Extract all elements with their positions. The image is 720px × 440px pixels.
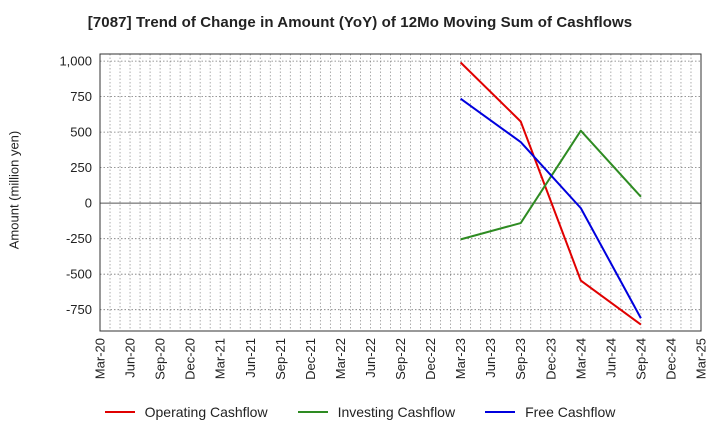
x-tick-label: Sep-22 [393, 338, 408, 380]
legend-swatch [104, 411, 135, 413]
x-tick-label: Dec-20 [183, 338, 198, 380]
series-line-free-cashflow [460, 97, 642, 319]
legend: Operating Cashflow Investing Cashflow Free… [0, 404, 720, 420]
x-tick-label: Dec-22 [423, 338, 438, 380]
chart-title: [7087] Trend of Change in Amount (YoY) o… [87, 14, 633, 31]
legend-label: Operating Cashflow [144, 404, 268, 420]
x-tick-label: Dec-21 [303, 338, 318, 380]
legend-swatch [485, 411, 516, 413]
y-tick-label: 250 [70, 160, 92, 175]
y-tick-label: -250 [66, 231, 92, 246]
legend-item: Investing Cashflow [297, 404, 456, 420]
x-tick-label: Mar-21 [213, 338, 228, 379]
x-tick-label: Sep-20 [153, 338, 168, 380]
legend-label: Investing Cashflow [337, 404, 456, 420]
x-tick-label: Jun-22 [363, 338, 378, 378]
y-tick-label: -500 [66, 267, 92, 282]
y-tick-label: 1,000 [59, 54, 92, 69]
series-line-investing-cashflow [460, 129, 642, 241]
x-tick-label: Jun-20 [123, 338, 138, 378]
y-tick-label: -750 [66, 302, 92, 317]
x-tick-label: Jun-21 [243, 338, 258, 378]
y-tick-label: 0 [85, 196, 92, 211]
x-tick-label: Mar-22 [333, 338, 348, 379]
x-tick-label: Jun-24 [603, 338, 618, 378]
y-tick-label: 500 [70, 125, 92, 140]
legend-label: Free Cashflow [525, 404, 616, 420]
plot-frame [99, 53, 702, 332]
x-tick-label: Sep-21 [273, 338, 288, 380]
x-tick-label: Mar-23 [453, 338, 468, 379]
legend-swatch [297, 411, 328, 413]
x-tick-label: Jun-23 [483, 338, 498, 378]
x-tick-label: Sep-23 [513, 338, 528, 380]
x-tick-label: Mar-20 [93, 338, 108, 379]
x-tick-label: Dec-23 [543, 338, 558, 380]
series-line-operating-cashflow [459, 61, 642, 326]
x-tick-label: Mar-25 [694, 338, 709, 379]
x-tick-label: Dec-24 [663, 338, 678, 380]
x-tick-label: Mar-24 [573, 338, 588, 379]
legend-item: Free Cashflow [485, 404, 615, 420]
legend-item: Operating Cashflow [104, 404, 268, 420]
y-tick-label: 750 [70, 89, 92, 104]
x-tick-label: Sep-24 [633, 338, 648, 380]
